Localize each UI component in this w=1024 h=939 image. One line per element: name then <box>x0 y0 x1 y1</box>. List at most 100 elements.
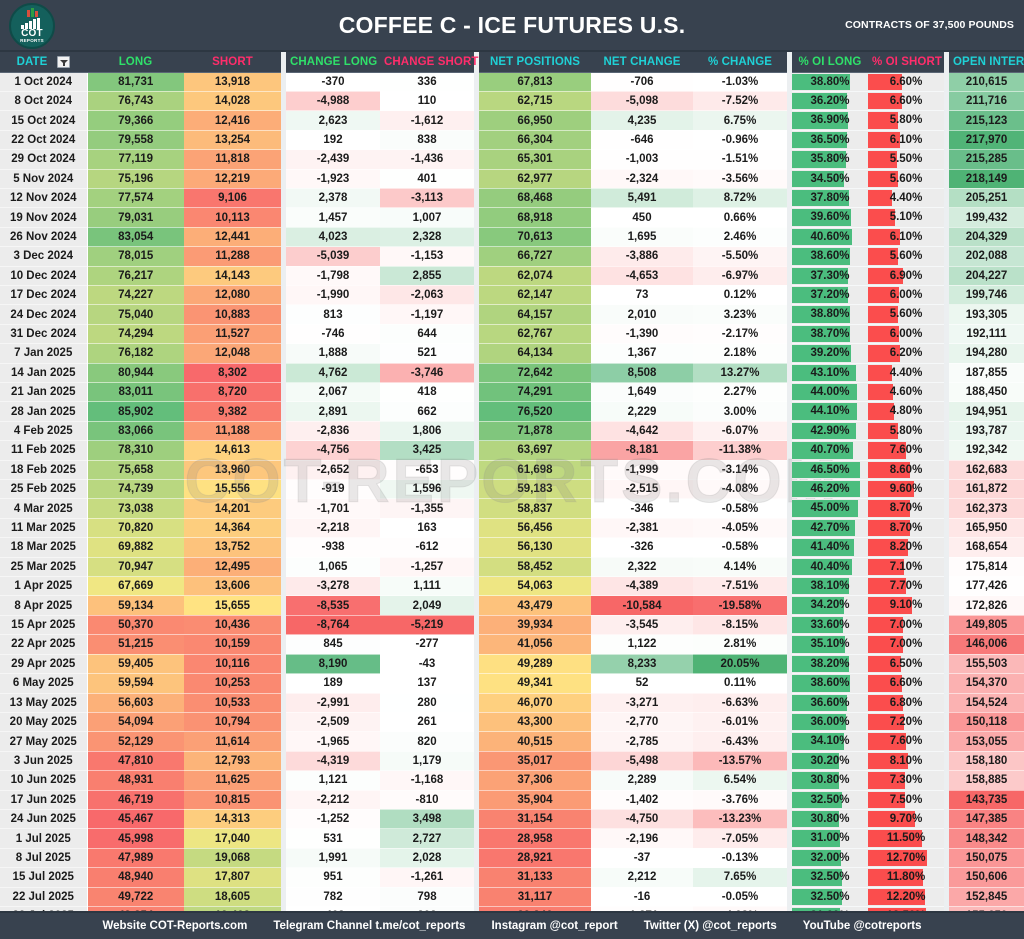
cell-pct-oi-short: 8.70% <box>868 498 944 519</box>
column-header-pct-change[interactable]: % CHANGE <box>693 52 787 73</box>
cell-date: 4 Feb 2025 <box>0 421 88 442</box>
cell-divider <box>787 304 792 325</box>
cell-long: 74,294 <box>87 324 184 345</box>
column-header-long[interactable]: LONG <box>87 52 184 73</box>
column-header-change-long[interactable]: CHANGE LONG <box>286 52 380 73</box>
cell-change-long: -4,988 <box>286 91 380 112</box>
cell-short: 10,159 <box>184 634 281 655</box>
cell-net-positions: 66,950 <box>479 110 591 131</box>
cell-value: 38.60% <box>810 677 850 690</box>
column-header-net-change[interactable]: NET CHANGE <box>591 52 693 73</box>
column-header-open-interest[interactable]: OPEN INTEREST <box>949 52 1024 73</box>
cell-pct-oi-short: 6.00% <box>868 285 944 306</box>
cell-value: 45.00% <box>810 502 850 515</box>
cell-pct-oi-long: 36.90% <box>792 110 868 131</box>
cell-long: 85,902 <box>87 401 184 422</box>
column-header-change-short[interactable]: CHANGE SHORT <box>380 52 478 73</box>
data-bar <box>792 849 841 867</box>
column-header-pct-oi-long[interactable]: % OI LONG <box>792 52 868 73</box>
cell-long: 54,094 <box>87 712 184 733</box>
cell-divider <box>944 188 949 208</box>
cell-net-positions: 41,056 <box>479 634 591 655</box>
cell-net-positions: 35,017 <box>479 751 591 772</box>
cell-net-positions: 28,958 <box>479 828 591 849</box>
cell-net-change: -2,381 <box>591 518 693 539</box>
footer-link-twitter[interactable]: Twitter (X) @cot_reports <box>643 920 777 932</box>
cell-change-short: 2,049 <box>380 595 474 616</box>
cell-net-change: 1,649 <box>591 382 693 403</box>
cell-divider <box>787 887 792 907</box>
table-row: 11 Feb 2025 78,310 14,613 -4,756 3,425 63,697… <box>0 440 1024 461</box>
cell-change-short: -1,168 <box>380 770 474 791</box>
cell-value: 36.00% <box>810 715 850 728</box>
cell-short: 11,188 <box>184 421 281 442</box>
column-header-net-positions[interactable]: NET POSITIONS <box>479 52 591 73</box>
cell-value: 42.90% <box>810 424 850 437</box>
table-row: 22 Jul 2025 49,722 18,605 782 798 31,117 -16 -0… <box>0 887 1024 907</box>
cell-pct-change: -6.63% <box>693 693 787 713</box>
cell-change-short: -277 <box>380 634 474 655</box>
cell-short: 10,113 <box>184 207 281 228</box>
cell-short: 12,416 <box>184 110 281 131</box>
cell-change-short: -1,153 <box>380 246 474 267</box>
footer-link-telegram[interactable]: Telegram Channel t.me/cot_reports <box>273 920 466 932</box>
data-bar <box>792 112 848 129</box>
cell-short: 13,606 <box>184 576 281 597</box>
cell-value: 38.80% <box>810 75 850 88</box>
table-row: 11 Mar 2025 70,820 14,364 -2,218 163 56,456 -2… <box>0 518 1024 539</box>
cell-pct-oi-long: 32.50% <box>792 887 868 907</box>
cell-divider <box>787 673 792 693</box>
cell-date: 15 Apr 2025 <box>0 615 88 636</box>
cell-divider <box>787 537 792 558</box>
cell-pct-oi-long: 38.60% <box>792 246 868 267</box>
cell-pct-oi-long: 37.30% <box>792 266 868 286</box>
cell-pct-oi-short: 6.10% <box>868 227 944 248</box>
cell-short: 17,040 <box>184 828 281 849</box>
footer-link-instagram[interactable]: Instagram @cot_report <box>491 920 618 932</box>
data-bar <box>868 713 905 731</box>
cell-short: 12,080 <box>184 285 281 306</box>
column-header-pct-oi-short[interactable]: % OI SHORT <box>868 52 944 73</box>
cell-net-change: -1,390 <box>591 324 693 345</box>
cell-long: 78,015 <box>87 246 184 267</box>
footer-link-website[interactable]: Website COT-Reports.com <box>102 920 248 932</box>
filter-icon[interactable] <box>57 55 71 68</box>
column-header-date[interactable]: DATE <box>0 52 87 73</box>
cell-date: 29 Jul 2025 <box>0 906 88 911</box>
cell-value: 6.60% <box>889 677 923 690</box>
cell-change-long: 531 <box>286 828 380 849</box>
footer-link-youtube[interactable]: YouTube @cotreports <box>802 920 922 932</box>
column-header-short[interactable]: SHORT <box>184 52 281 73</box>
cell-net-change: -4,653 <box>591 266 693 286</box>
cell-short: 19,068 <box>184 848 281 869</box>
cell-divider <box>474 751 479 771</box>
cell-long: 74,739 <box>87 479 184 500</box>
cell-pct-oi-short: 6.60% <box>868 673 944 694</box>
cell-date: 10 Jun 2025 <box>0 770 88 791</box>
cell-long: 48,940 <box>87 867 184 888</box>
data-bar <box>792 345 851 362</box>
cell-pct-change: 20.05% <box>693 654 787 675</box>
cell-value: 9.60% <box>889 483 923 496</box>
cell-open-interest: 202,088 <box>949 246 1024 267</box>
cell-divider <box>281 828 286 849</box>
cell-long: 51,215 <box>87 634 184 655</box>
cell-pct-oi-long: 44.00% <box>792 382 868 403</box>
cell-value: 6.80% <box>889 696 923 709</box>
cell-change-short: 803 <box>380 906 474 911</box>
cell-divider <box>281 906 286 911</box>
cell-value: 36.90% <box>810 114 850 127</box>
data-bar <box>792 791 842 808</box>
cell-date: 17 Jun 2025 <box>0 790 88 810</box>
cell-long: 45,467 <box>87 809 184 830</box>
cell-divider <box>474 401 479 422</box>
cell-divider <box>474 440 479 461</box>
cell-pct-oi-short: 5.60% <box>868 169 944 189</box>
cell-net-change: -2,324 <box>591 169 693 189</box>
cell-divider <box>944 557 949 577</box>
data-bar <box>792 616 844 634</box>
cell-open-interest: 158,885 <box>949 770 1024 791</box>
cell-change-long: 189 <box>286 673 380 694</box>
cell-long: 75,196 <box>87 169 184 189</box>
